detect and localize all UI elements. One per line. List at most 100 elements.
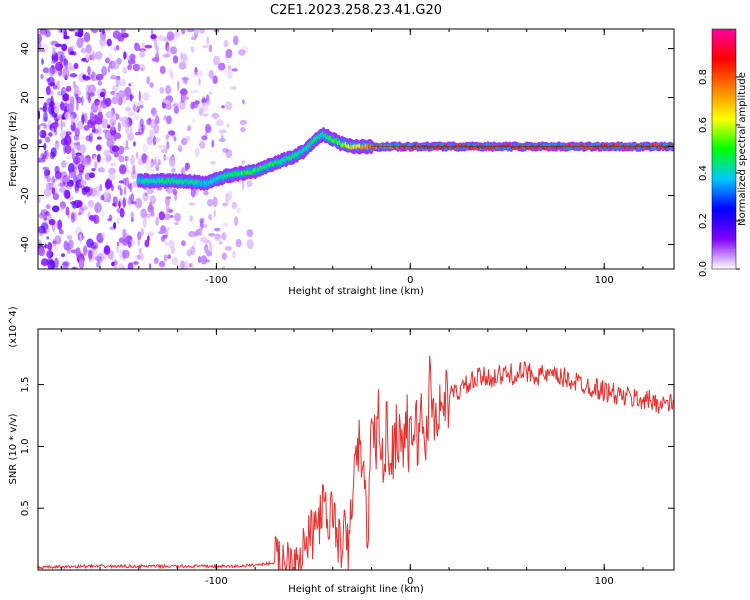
heatmap-cell [82, 245, 88, 256]
heatmap-cell [87, 66, 91, 75]
heatmap-cell [208, 213, 213, 221]
heatmap-cell [46, 182, 49, 194]
heatmap-cell [155, 216, 160, 226]
heatmap-cell [85, 84, 90, 95]
heatmap-cell [183, 100, 189, 105]
heatmap-cell [111, 96, 119, 105]
heatmap-cell [129, 127, 133, 134]
heatmap-cell [157, 231, 164, 235]
heatmap-cell [199, 236, 208, 243]
heatmap-cell [151, 112, 159, 118]
heatmap-cell [212, 75, 218, 84]
heatmap-cell [52, 243, 58, 254]
heatmap-cell [180, 54, 188, 64]
heatmap-cell [88, 94, 91, 104]
heatmap-cell [99, 91, 105, 98]
heatmap-cell [117, 97, 123, 106]
heatmap-cell [127, 240, 132, 248]
heatmap-cell [147, 204, 155, 213]
heatmap-cell [76, 120, 84, 130]
heatmap-cell [213, 209, 217, 218]
heatmap-cell [203, 190, 209, 196]
heatmap-cell [116, 217, 120, 225]
heatmap-cell [125, 125, 130, 135]
heatmap-cell [88, 199, 94, 208]
heatmap-cell [58, 182, 66, 188]
heatmap-cell [68, 163, 75, 174]
heatmap-cell [191, 36, 197, 41]
heatmap-cell [47, 76, 55, 87]
heatmap-cell [124, 86, 132, 97]
spectrogram-ylabel: Frequency (Hz) [8, 111, 19, 187]
heatmap-cell [50, 95, 54, 107]
heatmap-cell [147, 231, 154, 237]
heatmap-cell [188, 263, 193, 268]
heatmap-cell [135, 151, 139, 159]
colorbar: 0.0 0.2 0.4 0.6 0.8 Normalized spectral ampl… [698, 28, 748, 277]
heatmap-cell [186, 29, 195, 33]
heatmap-cell [223, 39, 229, 48]
heatmap-cell [106, 38, 112, 47]
heatmap-cell [74, 127, 80, 137]
heatmap-cell [180, 88, 188, 97]
heatmap-cell [170, 159, 176, 169]
heatmap-cell [185, 135, 191, 142]
heatmap-cell [50, 147, 57, 158]
heatmap-cell [60, 138, 68, 146]
heatmap-cell [101, 118, 109, 129]
heatmap-cell [163, 116, 167, 121]
heatmap-cell [135, 197, 143, 209]
heatmap-cell [53, 257, 59, 269]
heatmap-cell [221, 252, 227, 260]
heatmap-cell [75, 155, 79, 165]
heatmap-cell [90, 254, 96, 261]
heatmap-cell [39, 107, 43, 111]
heatmap-cell [119, 164, 127, 175]
heatmap-cell [132, 63, 141, 72]
colorbar-tick-label: 0.0 [698, 261, 709, 277]
heatmap-cell [167, 254, 172, 259]
heatmap-cell [118, 155, 125, 163]
heatmap-cell [48, 132, 53, 137]
heatmap-cell [122, 197, 126, 209]
heatmap-cell [148, 263, 152, 269]
heatmap-cell [120, 266, 126, 269]
spectrogram-y-ticks: -40 -20 0 20 40 [20, 42, 674, 253]
heatmap-cell [103, 245, 111, 255]
heatmap-cell [127, 111, 136, 117]
heatmap-cell [145, 159, 154, 171]
heatmap-cell [164, 196, 171, 207]
heatmap-cell [144, 192, 148, 197]
heatmap-cell [222, 147, 229, 153]
heatmap-cell [69, 73, 78, 78]
heatmap-cell [202, 113, 209, 117]
heatmap-cell [190, 101, 195, 110]
heatmap-cell [141, 125, 144, 135]
heatmap-cell [219, 129, 227, 134]
heatmap-cell [160, 148, 168, 154]
heatmap-cell [80, 179, 87, 186]
heatmap-cell [212, 196, 218, 208]
snr-x-ticks: -100 0 100 [60, 329, 644, 587]
heatmap-cell [52, 192, 59, 201]
heatmap-cell [123, 146, 130, 150]
heatmap-cell [155, 52, 160, 64]
heatmap-cell [61, 43, 68, 52]
heatmap-cell [125, 106, 132, 112]
heatmap-cell [83, 112, 88, 123]
heatmap-cell [51, 53, 60, 63]
snr-xlabel: Height of straight line (km) [288, 584, 424, 595]
snr-series-line [38, 355, 674, 570]
heatmap-cell [228, 190, 233, 201]
heatmap-cell [94, 117, 103, 125]
heatmap-cell [113, 259, 118, 269]
heatmap-cell [111, 60, 120, 70]
heatmap-cell [118, 200, 121, 209]
heatmap-cell [174, 212, 181, 222]
heatmap-cell [139, 63, 146, 72]
heatmap-cell [44, 150, 47, 158]
heatmap-cell [138, 247, 142, 255]
heatmap-cell [46, 193, 50, 197]
heatmap-cell [41, 58, 44, 65]
